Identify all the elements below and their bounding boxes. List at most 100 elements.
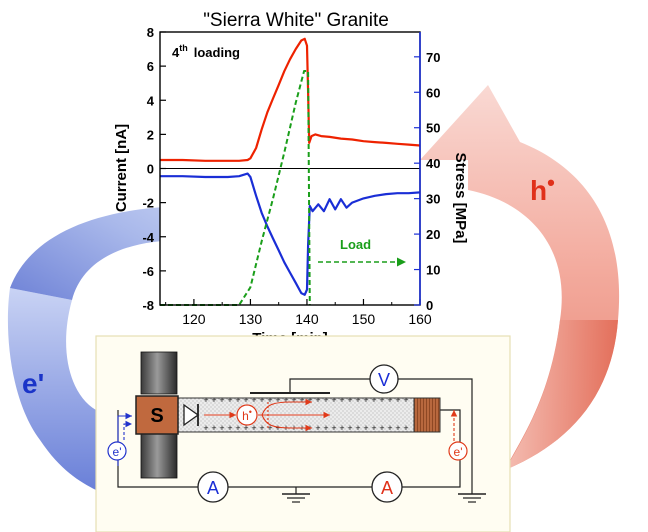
series-layer [160,37,421,306]
plus-charge-mark: + [259,395,264,405]
ammeter-left: A [197,471,229,503]
plus-charge-mark: + [315,423,320,433]
voltmeter: V [369,364,399,394]
stressed-block [135,395,179,435]
svg-text:e': e' [113,445,122,459]
y-right-tick-label: 70 [426,50,440,65]
plus-charge-mark: + [323,395,328,405]
plus-charge-mark: + [283,395,288,405]
plus-charge-mark: + [307,395,312,405]
electron-marker-right: e' [448,441,468,461]
y-left-tick-label: -2 [142,196,154,211]
y-right-tick-label: 10 [426,263,440,278]
plus-charge-mark: + [219,395,224,405]
plus-charge-mark: + [267,395,272,405]
y-right-tick-label: 40 [426,156,440,171]
plus-charge-mark: + [379,423,384,433]
plus-charge-mark: + [403,395,408,405]
voltmeter-label: V [378,370,390,390]
plus-charge-mark: + [347,395,352,405]
x-tick-label: 120 [182,311,206,327]
plus-charge-mark: + [299,395,304,405]
x-tick-label: 140 [295,311,319,327]
plus-charge-mark: + [387,395,392,405]
y-left-tick-label: -8 [142,298,154,313]
chart-title: "Sierra White" Granite [203,10,389,31]
series-line-3 [160,70,311,306]
plus-charge-mark: + [243,423,248,433]
stressed-block-label: S [150,405,163,427]
plus-charge-mark: + [395,395,400,405]
ammeter-left-label: A [207,478,219,498]
plus-charge-mark: + [339,423,344,433]
plus-charge-mark: + [331,423,336,433]
y-left-tick-label: 4 [147,93,155,108]
plus-charge-mark: + [355,395,360,405]
y-right-tick-label: 20 [426,227,440,242]
measurement-circuit: V A A + + + + + + + + + + + + + + + + + + + + + + + + + ++ + + + + + + +… [95,335,511,532]
plus-charge-mark: + [347,423,352,433]
plus-charge-mark: + [259,423,264,433]
y-right-tick-label: 0 [426,298,433,313]
plus-charge-mark: + [251,423,256,433]
plus-charge-mark: + [211,395,216,405]
plus-charge-mark: + [355,423,360,433]
plus-charge-mark: + [291,395,296,405]
plus-charge-mark: + [315,395,320,405]
plus-charge-mark: + [275,423,280,433]
y-left-tick-label: 2 [147,127,154,142]
series-line-1 [160,37,421,162]
y-left-tick-label: -4 [142,230,154,245]
plus-charge-mark: + [211,423,216,433]
electron-arrow-label: e' [22,368,44,399]
plus-charge-mark: + [275,395,280,405]
ammeter-right-label: A [381,478,393,498]
hole-arrow-lower-body [505,320,618,470]
hole-arrow-label: h• [530,170,555,206]
svg-text:e': e' [454,445,463,459]
electron-arrow-lower-body [7,288,96,490]
y-right-axis-label: Stress [MPa] [452,153,469,244]
plus-charge-mark: + [235,395,240,405]
plus-charge-mark: + [379,395,384,405]
svg-text:h•: h• [242,407,252,423]
plus-charge-mark: + [203,423,208,433]
diode-symbol [183,403,200,427]
unstressed-end-electrode [413,397,441,433]
plus-charge-mark: + [227,423,232,433]
plus-charge-mark: + [387,423,392,433]
charge-markers: + + + + + + + + + + + + + + + + + + + + + + + + + ++ + + + + + + + + + + + + +… [203,395,408,433]
y-right-tick-label: 30 [426,192,440,207]
y-left-tick-label: 6 [147,59,154,74]
plus-charge-mark: + [243,395,248,405]
plus-charge-mark: + [339,395,344,405]
lower-piston [140,433,178,479]
x-axis-ticks: 120 130 140 150 160 [165,299,432,327]
plus-charge-mark: + [219,423,224,433]
upper-piston [140,351,178,395]
plus-charge-mark: + [203,395,208,405]
y-left-axis-label: Current [nA] [113,124,130,212]
electron-marker-left: e' [107,441,127,461]
plus-charge-mark: + [251,395,256,405]
x-tick-label: 130 [239,311,263,327]
loading-annotation: 4th loading [172,43,240,60]
y-left-tick-label: 8 [147,25,154,40]
hole-charge-marker: h• [236,404,258,426]
y-right-axis-ticks: 70 60 50 40 30 20 10 0 [414,32,440,313]
x-tick-label: 150 [352,311,376,327]
plus-charge-mark: + [235,423,240,433]
plus-charge-mark: + [371,395,376,405]
load-annotation: Load [340,237,371,252]
plus-charge-mark: + [267,423,272,433]
plus-charge-mark: + [371,423,376,433]
plus-charge-mark: + [323,423,328,433]
y-left-tick-label: 0 [147,162,154,177]
y-right-tick-label: 50 [426,121,440,136]
plus-charge-mark: + [403,423,408,433]
hole-flow-arrow: h• [420,85,620,470]
series-line-2 [160,172,421,296]
y-left-tick-label: -6 [142,264,154,279]
